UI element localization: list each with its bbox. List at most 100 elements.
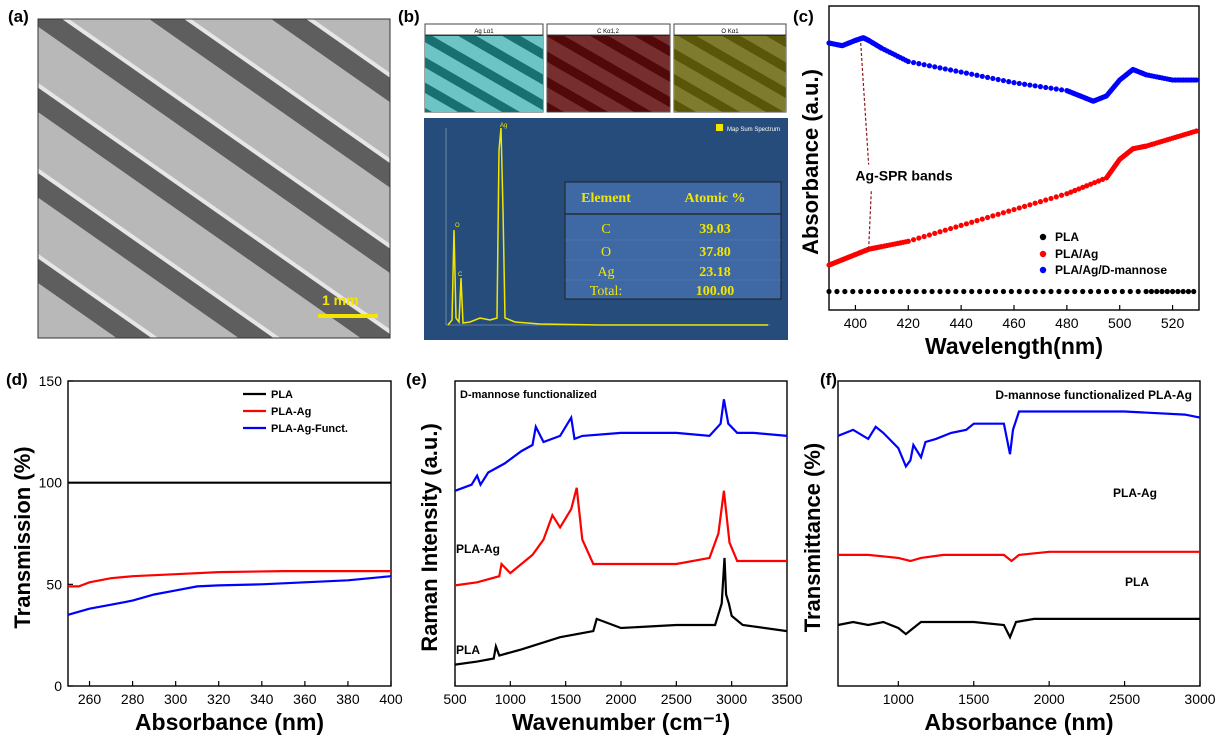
- y-tick-label: 100: [39, 475, 63, 491]
- scale-bar: 1 mm: [318, 292, 378, 318]
- data-point: [1143, 288, 1149, 295]
- panel-label-c: (c): [793, 7, 814, 26]
- table-header-atomic: Atomic %: [684, 191, 745, 206]
- series-line: [837, 410, 1201, 469]
- annotation-arrow: [860, 42, 870, 165]
- data-point: [984, 288, 991, 295]
- annotation-text: Ag-SPR bands: [855, 167, 952, 183]
- data-point: [842, 288, 848, 295]
- sem-image: [37, 18, 391, 339]
- x-tick-label: 500: [443, 691, 467, 707]
- table-cell: C: [601, 222, 610, 237]
- data-point: [1159, 288, 1165, 295]
- eds-map-ag: Ag Lα1: [424, 23, 544, 113]
- data-point: [961, 288, 967, 295]
- data-point: [1006, 208, 1012, 214]
- data-point: [974, 218, 980, 224]
- table-cell: 39.03: [699, 222, 731, 237]
- data-point: [826, 288, 832, 295]
- spectrum-legend: Map Sum Spectrum: [727, 127, 780, 133]
- table-cell: O: [601, 245, 611, 260]
- data-point: [1080, 184, 1086, 190]
- data-point: [1103, 288, 1110, 295]
- data-point: [969, 288, 975, 295]
- data-point: [1048, 195, 1054, 202]
- data-point: [929, 288, 935, 295]
- data-point: [1016, 80, 1022, 87]
- data-point: [947, 67, 954, 73]
- data-point: [963, 221, 970, 227]
- data-point: [937, 65, 943, 71]
- data-point: [921, 233, 927, 240]
- data-point: [1040, 288, 1046, 295]
- x-tick-label: 1500: [550, 691, 581, 707]
- series-line: [454, 487, 787, 587]
- data-point: [1021, 203, 1028, 209]
- data-point: [1053, 194, 1059, 200]
- data-point: [926, 63, 933, 69]
- data-point: [932, 230, 938, 236]
- legend-label: PLA/Ag: [1055, 247, 1098, 261]
- data-point: [1169, 288, 1176, 295]
- data-point: [916, 235, 922, 241]
- data-point: [1135, 288, 1141, 295]
- data-point: [921, 288, 927, 295]
- data-point: [1024, 288, 1030, 295]
- chart-raman: 500 1000 1500 2000 2500 3000 3500 Wavenumber (c…: [417, 380, 803, 735]
- legend-label: PLA/Ag/D-mannose: [1055, 263, 1167, 277]
- legend-label: PLA: [1055, 230, 1079, 244]
- x-tick-label: 260: [78, 691, 102, 707]
- data-point: [858, 288, 864, 295]
- data-point: [953, 288, 959, 295]
- x-tick-label: 1000: [495, 691, 526, 707]
- map-title-o: O Kα1: [721, 29, 739, 35]
- data-point: [881, 288, 888, 295]
- x-tick-label: 280: [121, 691, 145, 707]
- data-point: [1048, 85, 1054, 91]
- data-point: [905, 238, 911, 244]
- data-point: [1032, 83, 1038, 89]
- data-point: [1064, 288, 1070, 295]
- data-point: [932, 64, 938, 70]
- x-tick-label: 320: [207, 691, 231, 707]
- x-tick-label: 420: [897, 315, 921, 331]
- data-point: [992, 288, 999, 295]
- legend-marker: [1039, 266, 1047, 274]
- eds-map-c: C Kα1,2: [546, 23, 671, 113]
- data-point: [1000, 288, 1007, 295]
- x-axis-label: Wavenumber (cm⁻¹): [512, 709, 730, 735]
- data-point: [1119, 288, 1125, 295]
- data-point: [1043, 197, 1049, 203]
- data-point: [1072, 187, 1078, 194]
- data-point: [969, 219, 975, 225]
- data-point: [1080, 288, 1086, 295]
- data-point: [1191, 288, 1197, 295]
- series-label: PLA-Ag: [456, 542, 500, 556]
- table-cell: Ag: [597, 265, 614, 280]
- series-label: PLA-Ag: [1113, 486, 1157, 500]
- data-point: [1048, 288, 1054, 295]
- map-title-c: C Kα1,2: [597, 29, 619, 35]
- data-point: [897, 288, 903, 295]
- peak-label-ag: Ag: [500, 123, 507, 129]
- panel-label-b: (b): [398, 7, 420, 26]
- data-point: [953, 68, 959, 74]
- panel-label-d: (d): [6, 370, 28, 389]
- series-line: [67, 575, 392, 616]
- x-tick-label: 2500: [1109, 691, 1140, 707]
- chart-ftir: 1000 1500 2000 2500 3000 Absorbance (nm) Trans…: [800, 380, 1216, 735]
- data-point: [1088, 181, 1094, 187]
- data-point: [850, 288, 856, 295]
- peak-label-c: C: [458, 272, 463, 278]
- chart-transmission: 260 280 300 320 340 360 380 400 0 50 100 150 Absorba…: [10, 373, 403, 735]
- legend-marker: [1039, 250, 1047, 258]
- data-point: [834, 288, 840, 295]
- data-point: [1000, 210, 1007, 216]
- data-point: [1011, 80, 1017, 86]
- x-axis-label: Wavelength(nm): [925, 333, 1103, 359]
- data-point: [1164, 288, 1170, 295]
- data-point: [1027, 82, 1033, 88]
- data-point: [953, 224, 959, 230]
- data-point: [1011, 206, 1017, 213]
